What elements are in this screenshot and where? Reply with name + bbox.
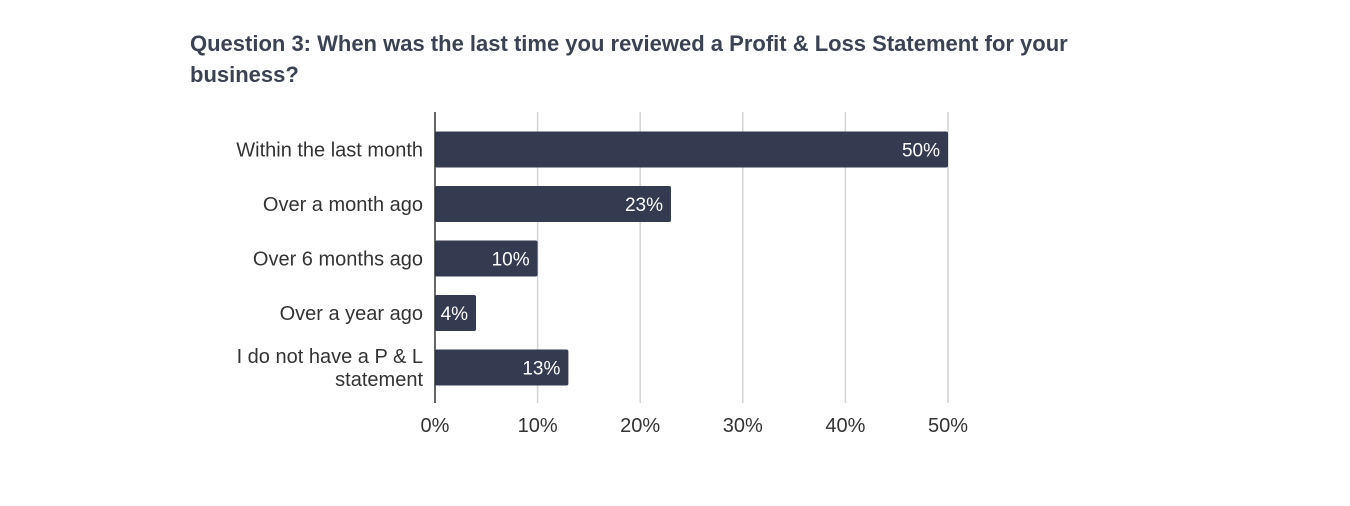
category-label-line: Over a year ago [280,303,423,325]
category-label-line: Over 6 months ago [253,249,423,271]
category-label: Within the last month [236,140,423,162]
category-label: Over a month ago [263,194,423,216]
category-label-line: Within the last month [236,140,423,162]
bar [435,240,538,277]
category-label-line: I do not have a P & L [237,346,423,368]
data-label: 50% [902,141,940,162]
data-label: 13% [522,359,560,380]
bar [435,131,948,168]
x-tick-label: 40% [825,415,865,437]
chart-title: Question 3: When was the last time you r… [190,31,1068,87]
data-label: 10% [492,250,530,271]
bar [435,186,671,222]
category-label-line: Over a month ago [263,194,423,216]
category-label: Over 6 months ago [253,249,423,271]
x-tick-labels: 0% 10% 20% 30% 40% 50% [421,415,969,437]
data-label: 23% [625,195,663,216]
x-tick-label: 0% [421,415,450,437]
bar [435,349,569,386]
category-labels: Within the last month Over a month ago Ove… [236,140,423,392]
x-tick-label: 50% [928,415,968,437]
bars: 50% 23% 10% 4% 13% [435,131,948,386]
x-tick-label: 10% [518,415,558,437]
data-label: 4% [441,304,469,325]
x-tick-label: 20% [620,415,660,437]
bar [435,295,477,331]
category-label-line: statement [335,369,423,391]
x-tick-label: 30% [723,415,763,437]
category-label: Over a year ago [280,303,423,325]
